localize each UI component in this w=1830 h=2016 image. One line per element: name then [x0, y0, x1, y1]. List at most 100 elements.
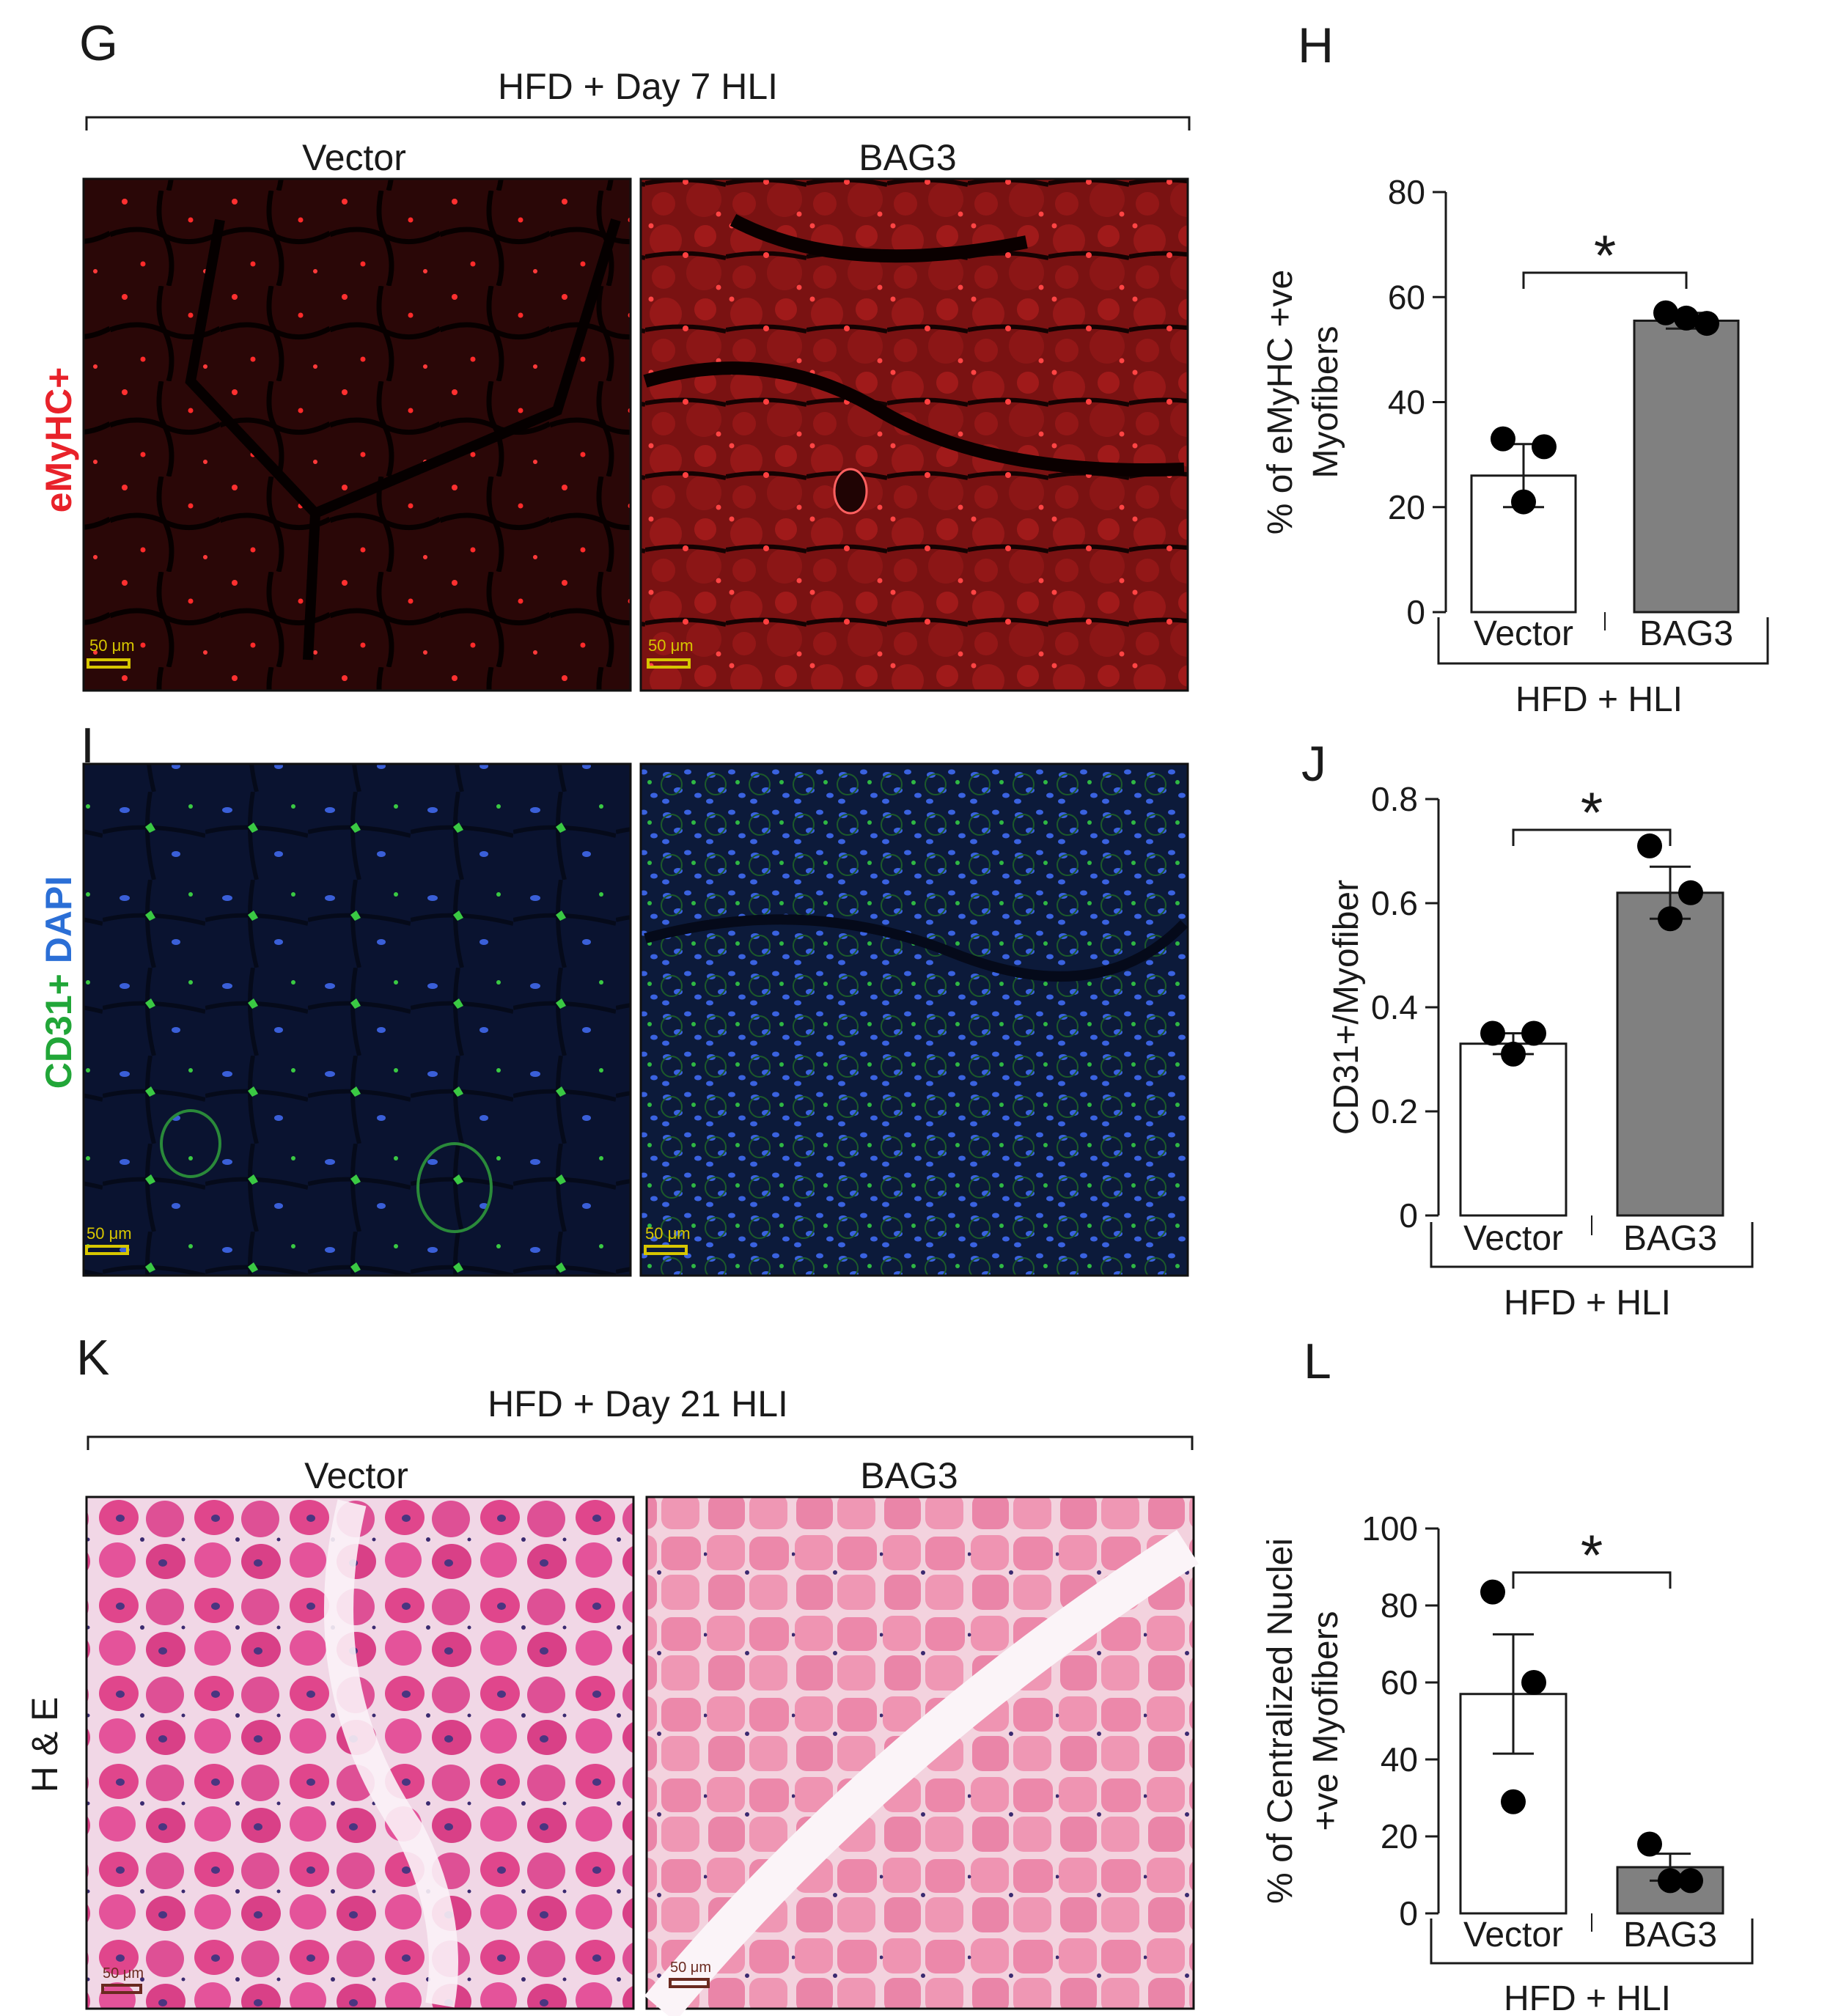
y-tick-label: 20: [1388, 488, 1425, 526]
y-tick-label: 0.2: [1371, 1092, 1418, 1130]
significance-star: *: [1581, 780, 1603, 845]
x-category-label: BAG3: [1623, 1916, 1717, 1954]
panel-letter-k: K: [76, 1330, 109, 1386]
y-tick-label: 40: [1388, 383, 1425, 422]
panel-letter-h: H: [1298, 18, 1334, 73]
scale-bar-label: 50 μm: [645, 1224, 691, 1243]
significance-star: *: [1581, 1523, 1603, 1587]
data-point: [1653, 300, 1678, 325]
scale-bar-icon: [101, 1984, 142, 1994]
panel-k-condition: HFD + Day 21 HLI: [488, 1383, 788, 1424]
panel-i-stain-dapi: DAPI: [38, 876, 79, 963]
x-category-label: BAG3: [1639, 614, 1733, 653]
y-tick-label: 0.4: [1371, 988, 1418, 1026]
significance-bracket: [1512, 828, 1672, 846]
scale-bar-label: 50 μm: [89, 636, 135, 655]
micrograph-cd31-vector: 50 μm: [82, 762, 632, 1277]
data-point: [1637, 833, 1662, 858]
scale-bar-label: 50 μm: [103, 1965, 144, 1982]
chart-h: 0 20 40 60 80 % of eMyHC +ve Myofibers Vector BA…: [1261, 173, 1769, 719]
panel-k: K HFD + Day 21 HLI Vector BAG3 H & E 50 …: [24, 1330, 1199, 2016]
panel-g: G HFD + Day 7 HLI Vector BAG3 eMyHC+ 50 …: [38, 15, 1191, 692]
data-point: [1678, 1868, 1703, 1894]
data-point: [1480, 1579, 1505, 1605]
group-bracket: [1437, 617, 1769, 665]
y-axis-label: % of eMyHC +ve: [1261, 270, 1300, 534]
panel-letter-j: J: [1301, 736, 1326, 792]
bar-bag3: [1633, 319, 1740, 614]
scale-bar-label: 50 μm: [670, 1960, 711, 1976]
data-point: [1511, 489, 1536, 515]
scale-bar-icon: [87, 658, 131, 669]
panel-letter-i: I: [81, 718, 95, 773]
panel-letter-g: G: [79, 15, 118, 71]
panel-i-stain-label: CD31+ DAPI: [38, 876, 79, 1089]
data-point: [1501, 1789, 1526, 1814]
scale-bar-label: 50 μm: [87, 1224, 132, 1243]
y-tick-label: 40: [1381, 1740, 1418, 1778]
y-tick-label: 80: [1388, 173, 1425, 211]
panel-k-group-bag3: BAG3: [860, 1455, 958, 1496]
y-tick-label: 60: [1388, 278, 1425, 316]
y-tick-label: 0.6: [1371, 884, 1418, 922]
data-point: [1491, 426, 1515, 452]
y-axis-label: CD31+/Myofiber: [1327, 880, 1366, 1135]
y-tick-label: 0: [1399, 1196, 1418, 1235]
y-tick-label: 20: [1381, 1817, 1418, 1855]
y-axis-label: % of Centralized Nuclei: [1261, 1538, 1300, 1904]
data-point: [1658, 906, 1683, 932]
y-tick-label: 80: [1381, 1586, 1418, 1625]
panel-k-bracket: [87, 1435, 1194, 1450]
micrograph-he-vector: 50 μm: [85, 1496, 635, 2010]
micrograph-emyhc-bag3: 50 μm: [639, 177, 1189, 692]
panel-g-group-bag3: BAG3: [859, 137, 956, 178]
panel-k-group-vector: Vector: [304, 1455, 408, 1496]
y-axis-label: Myofibers: [1307, 325, 1345, 478]
panel-g-condition: HFD + Day 7 HLI: [498, 66, 778, 107]
data-point: [1521, 1670, 1546, 1695]
group-label: HFD + HLI: [1504, 1284, 1671, 1322]
scale-bar-icon: [647, 658, 691, 669]
x-category-label: Vector: [1474, 614, 1573, 653]
significance-bracket: [1512, 1571, 1672, 1589]
group-bracket: [1430, 1918, 1754, 1965]
y-tick-label: 60: [1381, 1663, 1418, 1702]
panel-i-stain-cd31: CD31+: [38, 974, 79, 1089]
group-bracket: [1430, 1222, 1754, 1268]
data-point: [1674, 305, 1699, 331]
bar-vector: [1459, 1042, 1568, 1217]
x-category-label: Vector: [1463, 1219, 1563, 1258]
scale-bar-icon: [85, 1245, 129, 1255]
x-category-label: Vector: [1463, 1916, 1563, 1954]
data-point: [1501, 1041, 1526, 1067]
y-tick-label: 0: [1399, 1894, 1418, 1932]
y-tick-label: 0.8: [1371, 780, 1418, 818]
panel-i: I CD31+ DAPI 50 μm 50 μm: [38, 718, 1189, 1277]
panel-g-group-vector: Vector: [302, 137, 406, 178]
y-tick-label: 100: [1362, 1509, 1418, 1548]
data-point: [1532, 434, 1557, 460]
significance-bracket: [1522, 271, 1688, 289]
y-axis-label: +ve Myofibers: [1307, 1611, 1345, 1831]
bar-bag3: [1616, 891, 1724, 1217]
x-category-label: BAG3: [1623, 1219, 1717, 1258]
micrograph-emyhc-vector: 50 μm: [82, 177, 632, 692]
data-point: [1694, 311, 1719, 336]
group-label: HFD + HLI: [1504, 1979, 1671, 2016]
panel-g-bracket: [85, 116, 1191, 130]
group-label: HFD + HLI: [1515, 680, 1683, 719]
data-point: [1678, 880, 1703, 905]
chart-l: 0 20 40 60 80 100 % of Centralized Nuclei +ve M…: [1261, 1509, 1754, 2016]
panel-k-stain-label: H & E: [24, 1697, 65, 1793]
y-tick-label: 0: [1406, 593, 1425, 631]
scale-bar-icon: [669, 1978, 710, 1988]
data-point: [1658, 1868, 1683, 1894]
micrograph-cd31-bag3: 50 μm: [639, 762, 1189, 1277]
micrograph-he-bag3: 50 μm: [644, 1496, 1199, 2016]
data-point: [1637, 1831, 1662, 1857]
panel-g-stain-label: eMyHC+: [38, 367, 79, 513]
scale-bar-label: 50 μm: [648, 636, 694, 655]
panel-letter-l: L: [1304, 1333, 1331, 1389]
significance-star: *: [1594, 223, 1616, 287]
